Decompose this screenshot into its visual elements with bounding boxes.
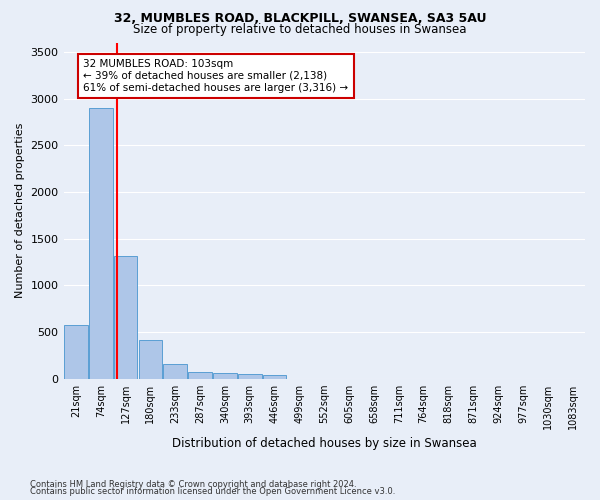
Text: Size of property relative to detached houses in Swansea: Size of property relative to detached ho… bbox=[133, 22, 467, 36]
Text: 32, MUMBLES ROAD, BLACKPILL, SWANSEA, SA3 5AU: 32, MUMBLES ROAD, BLACKPILL, SWANSEA, SA… bbox=[114, 12, 486, 24]
Bar bbox=[238, 374, 262, 378]
Text: 32 MUMBLES ROAD: 103sqm
← 39% of detached houses are smaller (2,138)
61% of semi: 32 MUMBLES ROAD: 103sqm ← 39% of detache… bbox=[83, 60, 349, 92]
Bar bbox=[64, 326, 88, 378]
Bar bbox=[263, 376, 286, 378]
Bar bbox=[89, 108, 113, 378]
Text: Contains HM Land Registry data © Crown copyright and database right 2024.: Contains HM Land Registry data © Crown c… bbox=[30, 480, 356, 489]
Text: Contains public sector information licensed under the Open Government Licence v3: Contains public sector information licen… bbox=[30, 488, 395, 496]
Bar bbox=[213, 374, 237, 378]
Bar bbox=[188, 372, 212, 378]
Bar bbox=[114, 256, 137, 378]
Y-axis label: Number of detached properties: Number of detached properties bbox=[15, 123, 25, 298]
Bar bbox=[139, 340, 162, 378]
Bar bbox=[163, 364, 187, 378]
X-axis label: Distribution of detached houses by size in Swansea: Distribution of detached houses by size … bbox=[172, 437, 476, 450]
